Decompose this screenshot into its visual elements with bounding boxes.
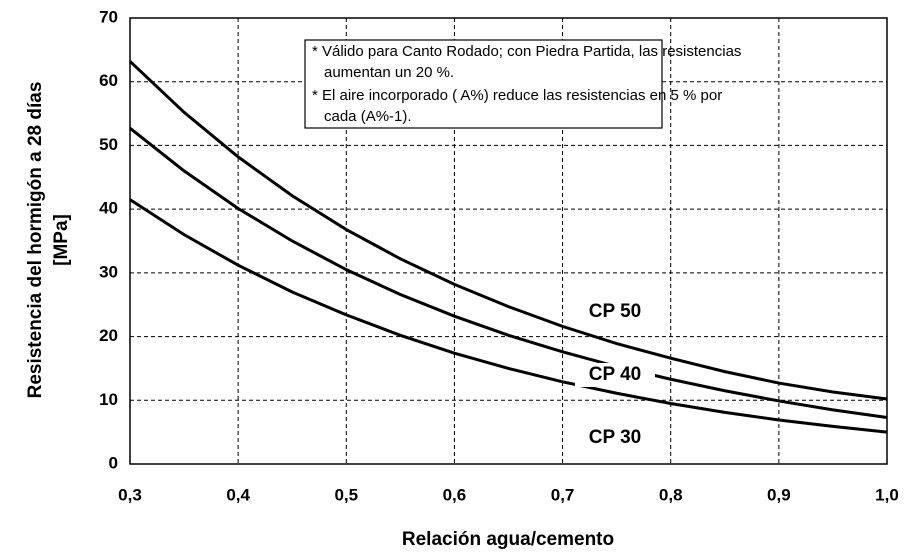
label-background [575, 426, 655, 450]
x-tick-label: 0,4 [226, 485, 250, 504]
note-text: aumentan un 20 %. [324, 64, 454, 81]
x-tick-label: 0,3 [118, 485, 142, 504]
y-tick-label: 60 [99, 71, 118, 90]
y-tick-label: 30 [99, 262, 118, 281]
x-tick-label: 0,9 [767, 485, 791, 504]
x-tick-label: 0,5 [334, 485, 358, 504]
label-background [575, 363, 655, 387]
x-tick-label: 0,7 [551, 485, 575, 504]
y-tick-label: 20 [99, 326, 118, 345]
series-line [129, 127, 888, 419]
label-background [575, 300, 655, 324]
series-label: CP 40 [589, 364, 641, 385]
y-tick-label: 50 [99, 135, 118, 154]
series-label: CP 30 [589, 427, 641, 448]
x-tick-label: 0,6 [443, 485, 467, 504]
note-text: * Válido para Canto Rodado; con Piedra P… [312, 43, 741, 60]
y-axis-title: [MPa] [51, 214, 72, 266]
note-text: cada (A%-1). [324, 108, 412, 125]
y-tick-label: 0 [109, 453, 118, 472]
y-tick-label: 10 [99, 390, 118, 409]
y-axis-title: Resistencia del hormigón a 28 días [25, 82, 46, 399]
series-line [129, 198, 888, 434]
note-box [304, 39, 663, 129]
series-line [128, 60, 888, 401]
x-tick-label: 0,8 [659, 485, 683, 504]
y-tick-label: 40 [99, 199, 118, 218]
note-text: * El aire incorporado ( A%) reduce las r… [312, 87, 722, 104]
plot-frame [129, 17, 888, 465]
x-tick-label: 1,0 [875, 485, 899, 504]
x-axis-title: Relación agua/cemento [402, 529, 614, 550]
y-tick-label: 70 [99, 7, 118, 26]
series-label: CP 50 [589, 301, 641, 322]
